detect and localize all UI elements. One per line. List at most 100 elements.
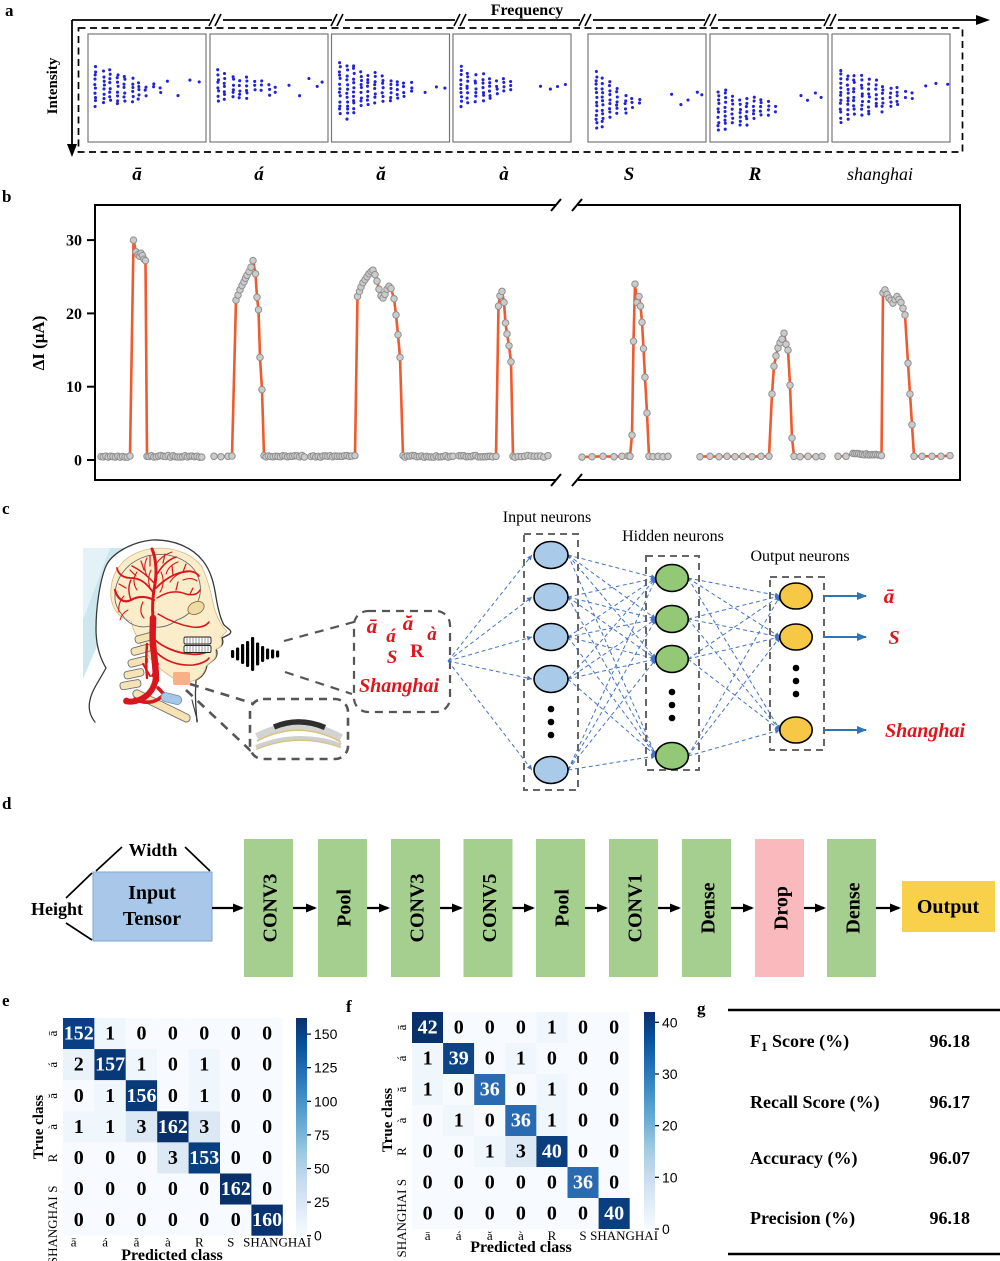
svg-text:0: 0	[137, 1178, 147, 1200]
svg-text:Height: Height	[31, 899, 83, 919]
svg-text:á: á	[102, 1235, 108, 1250]
svg-text:0: 0	[485, 1048, 495, 1070]
svg-text:ā: ā	[367, 614, 378, 638]
svg-text:ā: ā	[425, 1228, 431, 1243]
svg-text:3: 3	[199, 1116, 209, 1138]
svg-text:Dense: Dense	[843, 882, 865, 933]
svg-text:1: 1	[105, 1116, 115, 1138]
svg-text:42: 42	[418, 1017, 438, 1039]
svg-text:Hidden neurons: Hidden neurons	[622, 528, 724, 545]
svg-text:ă: ă	[394, 1086, 409, 1092]
svg-text:ā: ā	[884, 584, 895, 608]
svg-text:0: 0	[516, 1203, 526, 1225]
svg-text:0: 0	[168, 1054, 178, 1076]
svg-text:SHANGHAI: SHANGHAI	[45, 1196, 60, 1261]
svg-text:à: à	[45, 1124, 60, 1130]
svg-text:1: 1	[199, 1054, 209, 1076]
svg-text:10: 10	[66, 379, 82, 396]
svg-text:ă: ă	[487, 1228, 493, 1243]
svg-text:2: 2	[74, 1054, 84, 1076]
svg-text:1: 1	[423, 1048, 433, 1070]
svg-text:à: à	[499, 164, 509, 185]
svg-text:162: 162	[221, 1178, 251, 1200]
svg-text:0: 0	[423, 1110, 433, 1132]
svg-text:ă: ă	[376, 164, 386, 185]
svg-text:True class: True class	[380, 1088, 396, 1152]
svg-text:1: 1	[547, 1079, 557, 1101]
svg-text:0: 0	[74, 1147, 84, 1169]
svg-text:0: 0	[423, 1141, 433, 1163]
svg-text:0: 0	[547, 1048, 557, 1070]
svg-text:Tensor: Tensor	[123, 908, 181, 930]
svg-text:0: 0	[137, 1023, 147, 1045]
svg-text:160: 160	[252, 1209, 282, 1231]
svg-text:30: 30	[66, 233, 82, 250]
svg-text:157: 157	[95, 1054, 125, 1076]
svg-text:á: á	[45, 1062, 60, 1068]
svg-text:1: 1	[547, 1017, 557, 1039]
svg-text:Width: Width	[129, 840, 178, 860]
svg-text:S: S	[45, 1185, 60, 1192]
svg-text:à: à	[165, 1235, 171, 1250]
svg-text:0: 0	[609, 1141, 619, 1163]
svg-text:b: b	[2, 187, 11, 206]
svg-text:R: R	[394, 1147, 409, 1156]
svg-text:R: R	[748, 164, 762, 185]
svg-text:0: 0	[547, 1172, 557, 1194]
svg-text:1: 1	[105, 1085, 115, 1107]
svg-text:SHANGHAI: SHANGHAI	[590, 1228, 658, 1243]
svg-text:0: 0	[262, 1023, 272, 1045]
svg-text:SHANGHAI: SHANGHAI	[243, 1235, 311, 1250]
svg-text:á: á	[386, 626, 396, 647]
svg-text:1: 1	[105, 1023, 115, 1045]
svg-text:Input neurons: Input neurons	[503, 509, 591, 526]
svg-text:96.18: 96.18	[930, 1031, 971, 1051]
svg-text:á: á	[456, 1228, 462, 1243]
svg-text:0: 0	[609, 1048, 619, 1070]
svg-text:39: 39	[449, 1048, 469, 1070]
svg-text:0: 0	[137, 1147, 147, 1169]
svg-text:0: 0	[231, 1023, 241, 1045]
svg-text:0: 0	[74, 1209, 84, 1231]
svg-text:0: 0	[609, 1017, 619, 1039]
svg-text:0: 0	[74, 1085, 84, 1107]
svg-text:Drop: Drop	[771, 886, 793, 930]
svg-text:ă: ă	[403, 611, 414, 635]
svg-text:96.07: 96.07	[930, 1148, 971, 1168]
svg-text:0: 0	[516, 1079, 526, 1101]
svg-text:1: 1	[516, 1048, 526, 1070]
svg-text:Predicted class: Predicted class	[470, 1239, 571, 1256]
svg-text:0: 0	[168, 1085, 178, 1107]
svg-text:0: 0	[105, 1178, 115, 1200]
svg-text:150: 150	[314, 1026, 338, 1042]
svg-text:36: 36	[511, 1110, 531, 1132]
svg-text:1: 1	[547, 1110, 557, 1132]
svg-text:153: 153	[189, 1147, 219, 1169]
svg-text:40: 40	[542, 1141, 562, 1163]
svg-text:0: 0	[578, 1141, 588, 1163]
svg-text:ā: ā	[45, 1030, 60, 1036]
svg-text:0: 0	[454, 1172, 464, 1194]
svg-text:25: 25	[314, 1194, 330, 1210]
svg-text:S: S	[387, 647, 398, 668]
svg-text:0: 0	[485, 1110, 495, 1132]
svg-text:0: 0	[516, 1172, 526, 1194]
svg-text:ā: ā	[394, 1024, 409, 1030]
svg-text:1: 1	[74, 1116, 84, 1138]
svg-text:1: 1	[485, 1141, 495, 1163]
svg-text:0: 0	[231, 1054, 241, 1076]
svg-text:0: 0	[231, 1209, 241, 1231]
svg-text:125: 125	[314, 1060, 338, 1076]
svg-text:75: 75	[314, 1127, 330, 1143]
svg-text:0: 0	[423, 1203, 433, 1225]
svg-text:1: 1	[137, 1054, 147, 1076]
svg-text:0: 0	[485, 1203, 495, 1225]
svg-text:à: à	[394, 1117, 409, 1123]
svg-text:R: R	[410, 641, 424, 662]
svg-text:0: 0	[168, 1209, 178, 1231]
svg-text:Output neurons: Output neurons	[750, 548, 849, 565]
svg-text:0: 0	[105, 1209, 115, 1231]
svg-text:0: 0	[578, 1110, 588, 1132]
svg-text:3: 3	[168, 1147, 178, 1169]
svg-text:0: 0	[262, 1147, 272, 1169]
